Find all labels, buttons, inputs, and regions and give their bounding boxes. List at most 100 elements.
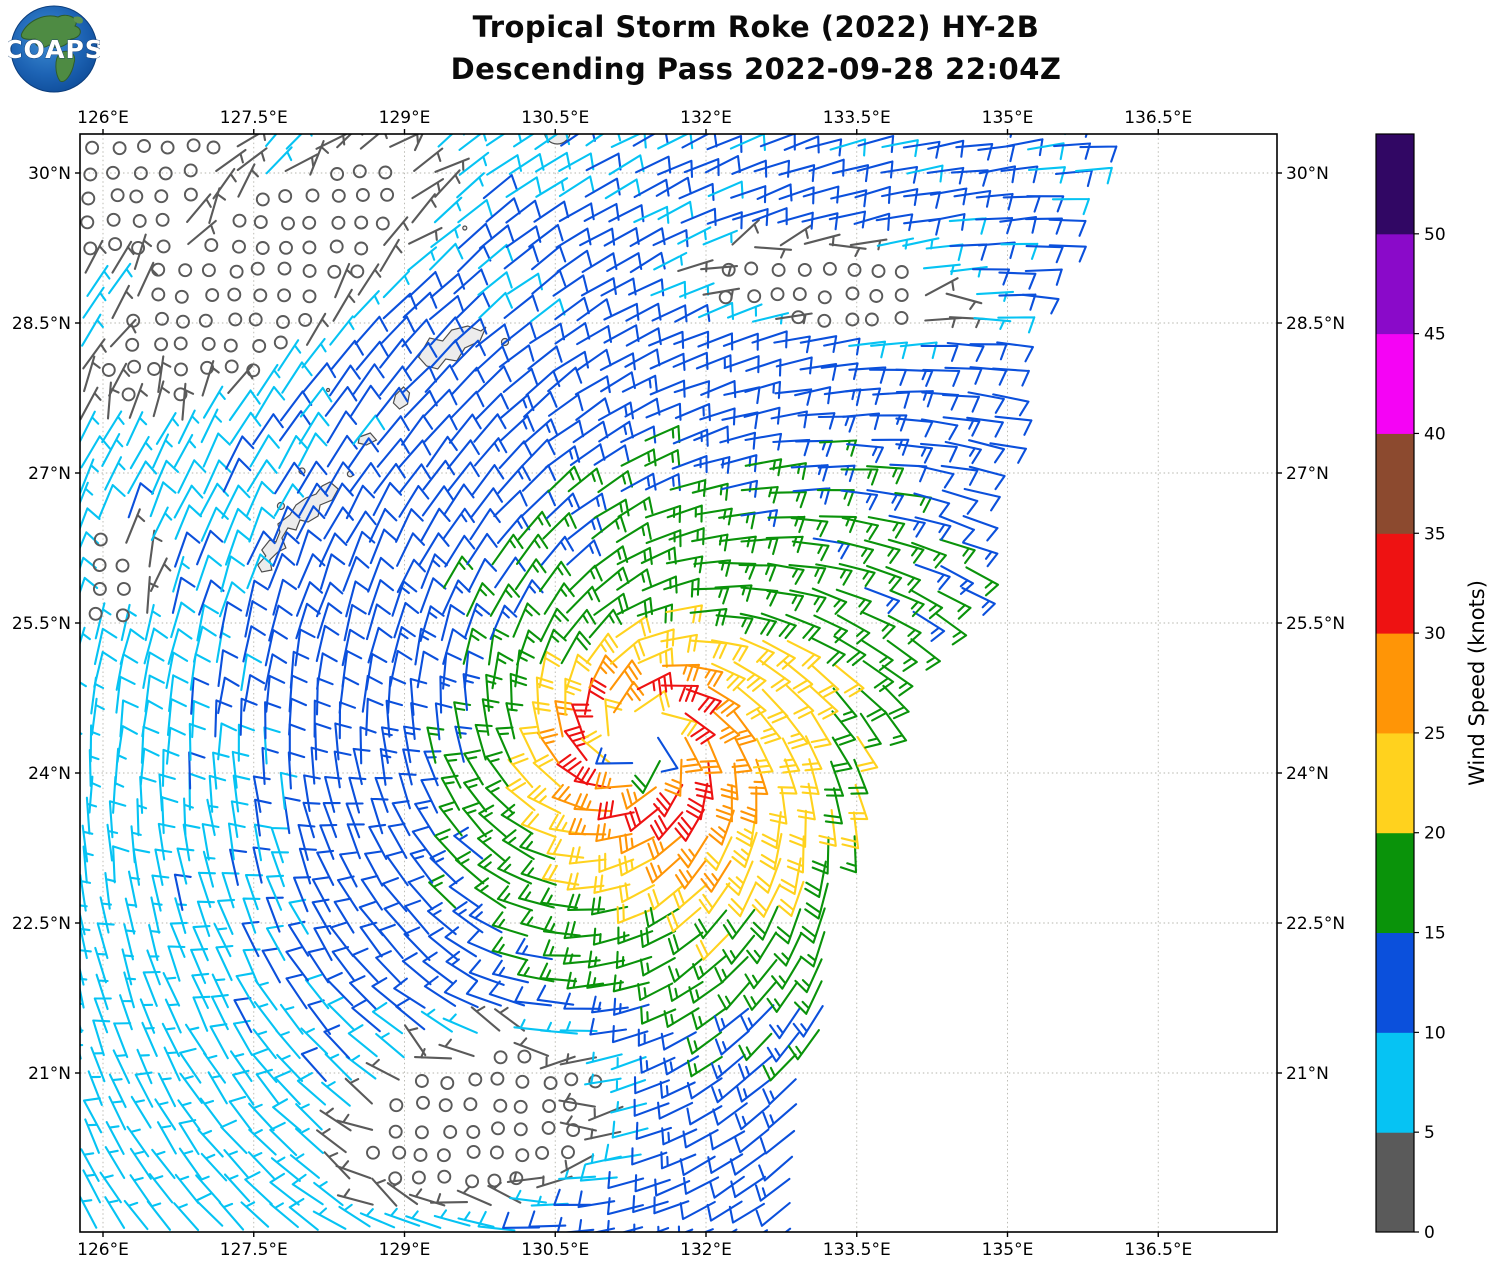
calm-circle <box>178 263 193 278</box>
calm-circle <box>160 140 175 155</box>
wind-barb <box>430 316 464 346</box>
wind-barb <box>454 850 485 885</box>
wind-barb <box>186 193 212 223</box>
wind-barb <box>744 959 778 990</box>
wind-barb <box>575 397 611 421</box>
wind-barb <box>729 134 766 152</box>
wind-barb <box>706 211 743 230</box>
calm-circle <box>350 264 365 279</box>
calm-circle <box>302 264 317 278</box>
wind-barb <box>754 246 793 259</box>
wind-barb <box>288 1197 319 1231</box>
wind-barb <box>139 775 157 814</box>
calm-circle <box>115 558 130 573</box>
calm-circle <box>443 1125 458 1139</box>
wind-barb <box>882 684 910 720</box>
wind-barb <box>167 945 186 982</box>
wind-barb <box>391 626 416 663</box>
wind-barb <box>994 415 1033 436</box>
wind-barb <box>880 188 919 207</box>
calm-circle <box>228 312 243 327</box>
wind-barb <box>499 393 535 420</box>
wind-barb <box>163 1046 181 1082</box>
wind-barb <box>206 798 219 837</box>
wind-barb <box>371 1001 404 1035</box>
wind-barb <box>414 799 436 836</box>
wind-barb <box>660 1031 697 1051</box>
wind-barb <box>686 1077 723 1100</box>
calm-circle <box>413 1148 428 1162</box>
calm-circle <box>330 167 345 181</box>
wind-barb <box>158 773 176 812</box>
wind-barb <box>375 386 409 418</box>
calm-circle <box>255 192 270 207</box>
wind-barb <box>704 155 741 174</box>
wind-barb <box>713 1007 750 1033</box>
colorbar-tick-label: 0 <box>1424 1223 1435 1243</box>
colorbar <box>1375 133 1415 1233</box>
wind-barb <box>835 588 872 615</box>
wind-barb <box>996 341 1034 363</box>
wind-barb <box>885 566 922 594</box>
wind-barb <box>818 439 858 457</box>
wind-barb <box>265 134 278 147</box>
wind-barb <box>380 315 416 344</box>
wind-barb <box>297 553 326 589</box>
wind-barb <box>358 900 384 937</box>
wind-barb <box>796 782 816 821</box>
wind-barb <box>593 874 631 894</box>
wind-barb <box>866 489 905 511</box>
wind-barb <box>810 712 832 749</box>
wind-barb <box>811 637 846 667</box>
calm-circle <box>158 166 173 181</box>
wind-barb <box>463 776 488 813</box>
wind-barb <box>762 1103 798 1129</box>
calm-circle <box>80 215 95 230</box>
wind-barb <box>341 649 363 688</box>
wind-barb <box>411 193 437 224</box>
lat-label-right: 30°N <box>1286 164 1329 184</box>
calm-circle <box>466 1144 481 1159</box>
wind-barb <box>173 433 197 468</box>
wind-barb <box>575 348 612 372</box>
calm-circle <box>81 191 96 206</box>
calm-circle <box>151 262 166 277</box>
wind-barb <box>419 605 445 642</box>
wind-barb <box>672 883 708 910</box>
wind-barb <box>516 629 543 666</box>
calm-circle <box>541 1120 556 1135</box>
wind-barb <box>120 603 137 642</box>
wind-barb <box>80 1148 100 1182</box>
wind-barb <box>384 1207 421 1227</box>
wind-barb <box>218 581 246 618</box>
wind-barb <box>203 459 232 495</box>
wind-barb <box>439 675 457 714</box>
calm-circle <box>566 1123 581 1138</box>
wind-barb <box>365 603 391 641</box>
wind-barb <box>512 602 541 638</box>
wind-barb <box>450 390 485 419</box>
wind-barb <box>786 640 822 670</box>
wind-barb <box>906 164 944 183</box>
calm-circle <box>127 359 142 374</box>
wind-barb <box>771 956 802 990</box>
wind-barb <box>579 1164 618 1182</box>
calm-circle <box>101 363 116 377</box>
calm-circle <box>162 119 174 131</box>
wind-barb <box>539 607 570 643</box>
wind-barb <box>682 736 704 773</box>
wind-barb <box>173 1202 200 1232</box>
wind-barb <box>179 1072 203 1104</box>
wind-barb <box>887 538 925 564</box>
wind-barb <box>433 196 463 224</box>
wind-barb <box>416 650 439 689</box>
wind-barb <box>977 144 1016 163</box>
wind-barb <box>732 208 769 227</box>
wind-barb <box>474 345 510 372</box>
calm-circle <box>792 287 807 302</box>
wind-barb <box>624 806 660 832</box>
wind-barb <box>714 956 749 984</box>
wind-barb <box>220 1119 248 1155</box>
wind-barb <box>598 420 634 443</box>
wind-barb <box>928 212 966 231</box>
